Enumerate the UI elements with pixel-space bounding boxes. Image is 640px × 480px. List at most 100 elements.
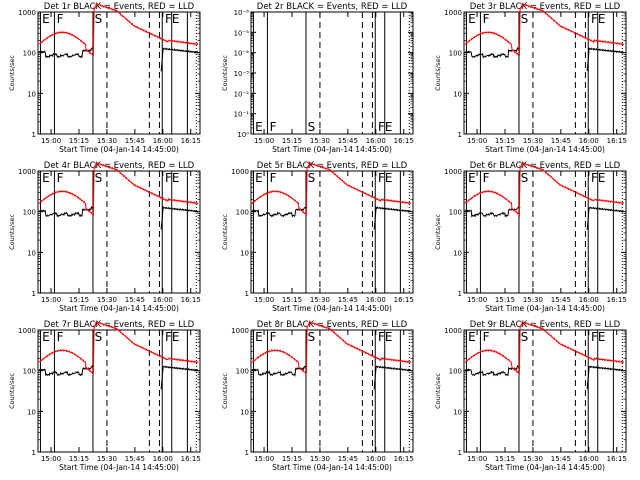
- series-line-lld: [464, 320, 625, 374]
- event-label: FE: [591, 171, 605, 185]
- event-label: E: [255, 171, 263, 185]
- event-label: S: [95, 12, 103, 26]
- x-tick-label: 15:30: [523, 296, 543, 304]
- y-tick-label: 1: [458, 290, 462, 298]
- plot-frame: [250, 329, 414, 453]
- x-tick-label: 15:15: [282, 455, 302, 463]
- y-tick-label: 10: [240, 249, 249, 257]
- x-tick-label: 15:45: [338, 296, 358, 304]
- event-label: FE: [165, 330, 179, 344]
- panel-4: Det 4r BLACK = Events, RED = LLD 1 10 100 10…: [8, 161, 201, 313]
- panel-6: Det 6r BLACK = Events, RED = LLD 1 10 100 10…: [434, 161, 627, 313]
- event-label: E: [42, 12, 50, 26]
- series-line-lld: [464, 161, 625, 217]
- plot-frame: [463, 11, 627, 135]
- y-tick-label: 10: [453, 90, 462, 98]
- x-tick-label: 15:00: [254, 455, 274, 463]
- series-line-lld: [464, 2, 625, 56]
- event-label: S: [308, 120, 316, 134]
- panel-title: Det 7r BLACK = Events, RED = LLD: [44, 320, 195, 330]
- y-tick-label: 1000: [18, 168, 36, 176]
- y-tick-label: 1000: [231, 168, 249, 176]
- x-axis-label: Start Time (04-Jan-14 14:45:00): [272, 145, 392, 154]
- panel-title: Det 1r BLACK = Events, RED = LLD: [44, 2, 195, 12]
- y-tick-label: 10: [240, 408, 249, 416]
- event-label: F: [57, 171, 64, 185]
- x-tick-label: 16:15: [394, 296, 414, 304]
- x-tick-label: 15:45: [551, 455, 571, 463]
- event-label: FE: [378, 120, 392, 134]
- y-tick-label: 1: [458, 449, 462, 457]
- plot-frame: [37, 170, 201, 294]
- event-label: S: [308, 330, 316, 344]
- series-line-lld: [39, 3, 199, 57]
- plot-frame: [463, 170, 627, 294]
- plot-frame: [463, 329, 627, 453]
- event-label: F: [57, 12, 64, 26]
- x-tick-label: 16:15: [394, 137, 414, 145]
- x-tick-label: 15:00: [41, 455, 61, 463]
- y-axis-label: Counts/sec: [8, 214, 16, 250]
- x-tick-label: 15:15: [69, 137, 89, 145]
- x-tick-label: 15:00: [41, 296, 61, 304]
- panel-8: Det 8r BLACK = Events, RED = LLD 1 10 100 10…: [221, 320, 414, 472]
- x-tick-label: 15:45: [125, 137, 145, 145]
- event-label: E: [42, 171, 50, 185]
- x-tick-label: 16:00: [153, 137, 173, 145]
- event-label: E: [255, 330, 263, 344]
- y-tick-label: 10⁻²: [234, 90, 250, 98]
- event-label: FE: [591, 330, 605, 344]
- panel-2: Det 2r BLACK = Events, RED = LLD 10⁰ 10⁻¹ 1…: [221, 2, 414, 154]
- x-axis-label: Start Time (04-Jan-14 14:45:00): [59, 145, 179, 154]
- event-label: E: [468, 171, 476, 185]
- y-tick-label: 10: [27, 90, 36, 98]
- panel-title: Det 8r BLACK = Events, RED = LLD: [257, 320, 408, 330]
- series-line-lld: [251, 321, 412, 375]
- y-axis-label: Counts/sec: [221, 55, 229, 91]
- panel-7: Det 7r BLACK = Events, RED = LLD 1 10 100 10…: [8, 320, 201, 472]
- y-axis-label: Counts/sec: [221, 214, 229, 250]
- event-label: FE: [378, 171, 392, 185]
- event-label: S: [521, 12, 529, 26]
- x-tick-label: 16:00: [366, 137, 386, 145]
- series-line-events: [38, 47, 199, 72]
- y-tick-label: 100: [449, 209, 462, 217]
- event-label: E: [468, 330, 476, 344]
- panel-1: Det 1r BLACK = Events, RED = LLD 1 10 100 10…: [8, 2, 201, 154]
- y-tick-label: 10⁰: [237, 131, 249, 139]
- y-tick-label: 1: [32, 290, 36, 298]
- y-tick-label: 1000: [18, 9, 36, 17]
- series-line-events: [251, 205, 412, 230]
- series-line-events: [39, 365, 199, 390]
- y-tick-label: 10⁻⁶: [234, 9, 250, 17]
- x-tick-label: 15:45: [125, 296, 145, 304]
- panel-3: Det 3r BLACK = Events, RED = LLD 1 10 100 10…: [434, 2, 627, 154]
- panel-title: Det 4r BLACK = Events, RED = LLD: [44, 161, 195, 171]
- x-tick-label: 15:00: [467, 296, 487, 304]
- y-tick-label: 100: [236, 368, 249, 376]
- plot-frame: [37, 11, 201, 135]
- panel-title: Det 9r BLACK = Events, RED = LLD: [470, 320, 621, 330]
- y-tick-label: 10: [453, 408, 462, 416]
- event-label: S: [95, 171, 103, 185]
- panel-5: Det 5r BLACK = Events, RED = LLD 1 10 100 10…: [221, 160, 414, 313]
- x-tick-label: 16:15: [181, 296, 201, 304]
- event-label: S: [521, 171, 529, 185]
- x-tick-label: 15:15: [69, 296, 89, 304]
- y-tick-label: 1: [32, 131, 36, 139]
- y-tick-label: 1000: [18, 327, 36, 335]
- y-tick-label: 100: [236, 209, 249, 217]
- event-label: S: [95, 330, 103, 344]
- x-tick-label: 16:15: [607, 137, 627, 145]
- x-tick-label: 15:30: [97, 455, 117, 463]
- event-label: S: [521, 330, 529, 344]
- x-tick-label: 15:45: [551, 296, 571, 304]
- x-tick-label: 16:00: [366, 455, 386, 463]
- y-axis-label: Counts/sec: [8, 55, 16, 91]
- plot-frame: [37, 329, 201, 453]
- y-tick-label: 1: [458, 131, 462, 139]
- panel-9: Det 9r BLACK = Events, RED = LLD 1 10 100 10…: [434, 320, 627, 472]
- event-label: F: [483, 12, 490, 26]
- event-label: FE: [591, 12, 605, 26]
- y-axis-label: Counts/sec: [434, 55, 442, 91]
